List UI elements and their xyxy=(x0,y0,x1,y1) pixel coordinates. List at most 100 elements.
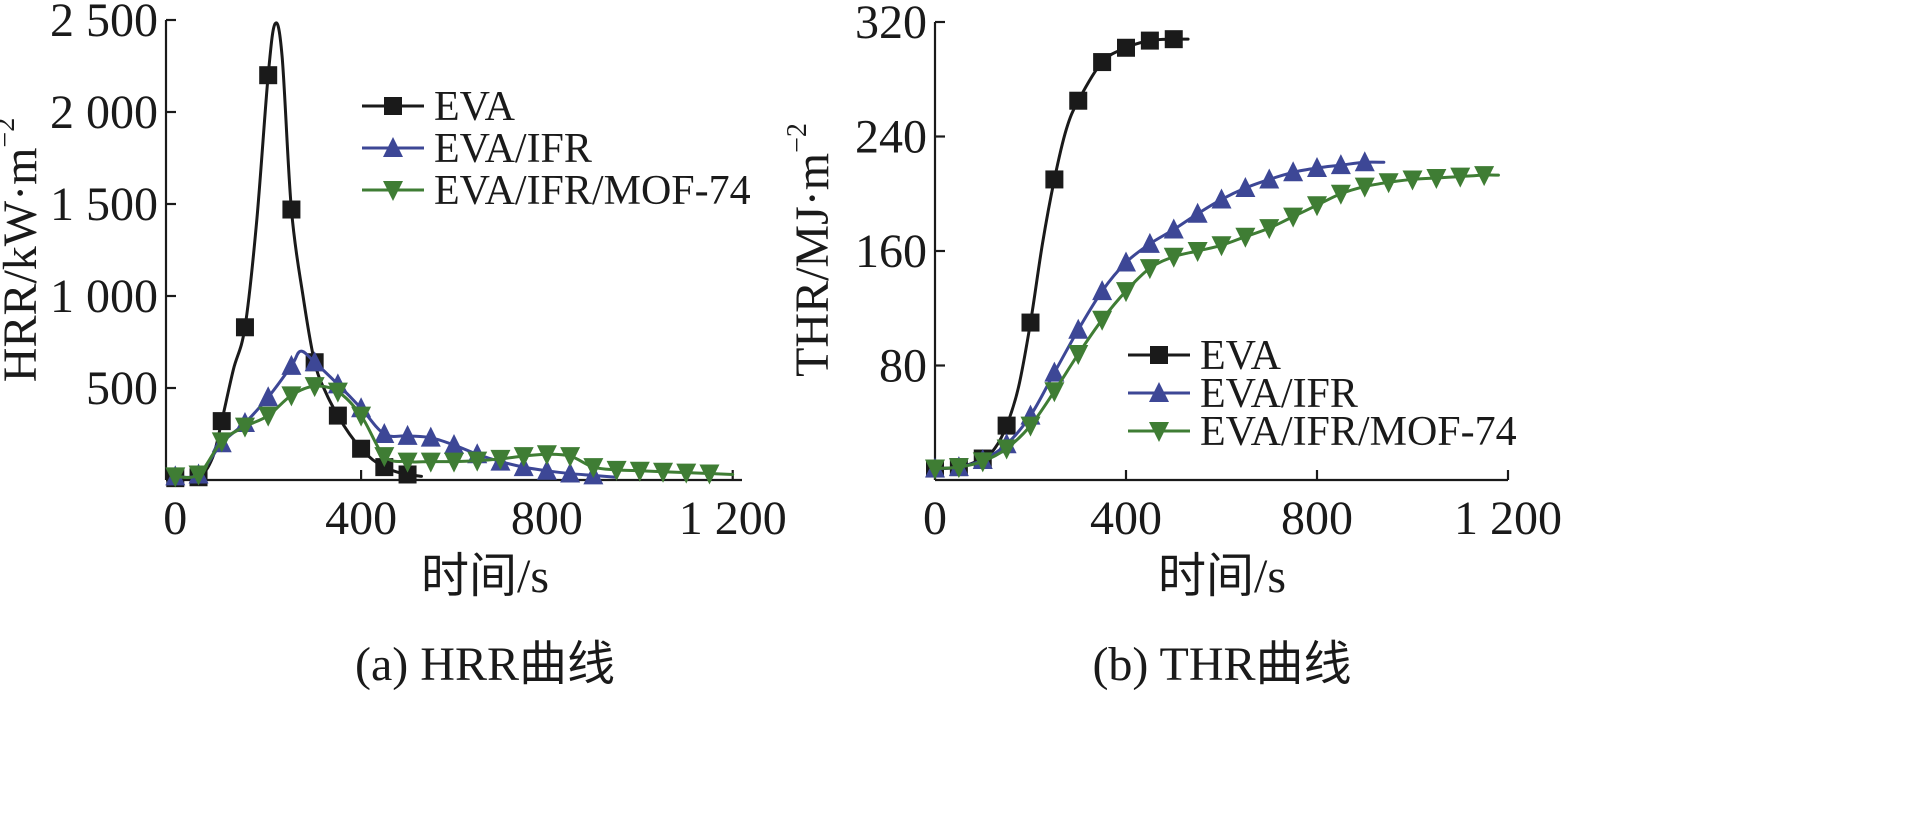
thr-legend-marker xyxy=(1149,382,1169,402)
thr-point-eva-ifr-mof-74 xyxy=(1330,184,1351,205)
hrr-legend-label: EVA/IFR xyxy=(434,126,592,172)
hrr-point-eva-ifr xyxy=(420,426,441,447)
hrr-x-tick-label: 1 200 xyxy=(679,492,787,545)
hrr-point-eva-ifr-mof-74 xyxy=(629,461,650,482)
thr-y-tick-label: 320 xyxy=(855,0,927,49)
hrr-point-eva-ifr-mof-74 xyxy=(699,464,720,485)
thr-x-tick-label: 0 xyxy=(923,492,947,545)
hrr-legend-label: EVA/IFR/MOF-74 xyxy=(434,168,751,214)
hrr-point-eva-ifr xyxy=(560,462,581,483)
thr-legend-label: EVA/IFR xyxy=(1200,371,1358,417)
hrr-y-tick-label: 1 000 xyxy=(50,270,158,323)
thr-y-tick-label: 160 xyxy=(855,225,927,278)
hrr-x-tick-label: 0 xyxy=(163,492,187,545)
hrr-x-axis-title: 时间/s xyxy=(421,550,549,603)
thr-point-eva-ifr-mof-74 xyxy=(1116,282,1136,303)
hrr-point-eva-ifr xyxy=(444,434,464,455)
hrr-point-eva-ifr-mof-74 xyxy=(327,382,348,403)
thr-chart: 0 400 800 1 200 80 160 240 320 EVAEVA/IFREVA/IF… xyxy=(782,0,1562,691)
hrr-point-eva-ifr xyxy=(258,386,279,407)
hrr-x-tick-label: 400 xyxy=(325,492,397,545)
hrr-point-eva-ifr-mof-74 xyxy=(397,452,418,473)
hrr-point-eva-ifr xyxy=(304,351,325,372)
hrr-point-eva-ifr xyxy=(536,459,557,480)
hrr-point-eva-ifr-mof-74 xyxy=(258,406,279,427)
hrr-y-tick-label: 2 500 xyxy=(50,0,158,47)
thr-series-group xyxy=(925,30,1500,480)
thr-point-eva-ifr xyxy=(1139,232,1160,253)
thr-point-eva-ifr xyxy=(1068,318,1089,339)
hrr-point-eva xyxy=(282,200,301,219)
thr-point-eva-ifr xyxy=(1307,156,1327,177)
hrr-point-eva-ifr-mof-74 xyxy=(490,449,511,470)
thr-point-eva-ifr-mof-74 xyxy=(1163,247,1184,268)
thr-point-eva-ifr-mof-74 xyxy=(1235,227,1256,248)
thr-point-eva-ifr xyxy=(1235,177,1256,198)
hrr-point-eva-ifr-mof-74 xyxy=(165,467,186,488)
thr-point-eva-ifr-mof-74 xyxy=(1426,169,1447,190)
hrr-x-tick-label: 800 xyxy=(511,492,583,545)
hrr-legend-marker xyxy=(383,181,403,201)
thr-legend-marker xyxy=(1150,346,1168,364)
thr-point-eva-ifr-mof-74 xyxy=(1378,173,1399,194)
thr-point-eva-ifr-mof-74 xyxy=(1187,242,1208,262)
hrr-legend-marker xyxy=(383,137,403,157)
thr-point-eva xyxy=(1117,38,1135,57)
hrr-axes: 0 400 800 1 200 500 1 000 1 500 2 000 2 500 xyxy=(50,0,787,545)
hrr-point-eva-ifr-mof-74 xyxy=(420,452,441,473)
thr-point-eva-ifr-mof-74 xyxy=(1450,167,1471,188)
thr-point-eva xyxy=(997,416,1016,435)
hrr-point-eva-ifr-mof-74 xyxy=(444,452,464,473)
thr-point-eva-ifr xyxy=(1259,168,1280,189)
hrr-y-tick-label: 2 000 xyxy=(50,86,158,139)
hrr-point-eva-ifr-mof-74 xyxy=(560,447,581,468)
thr-point-eva-ifr xyxy=(1354,151,1375,172)
thr-point-eva-ifr-mof-74 xyxy=(1068,345,1089,366)
thr-legend-label: EVA/IFR/MOF-74 xyxy=(1200,409,1517,455)
thr-point-eva xyxy=(1093,53,1112,72)
thr-point-eva-ifr xyxy=(1330,154,1351,175)
hrr-point-eva-ifr-mof-74 xyxy=(281,386,302,407)
thr-point-eva-ifr-mof-74 xyxy=(1020,416,1041,437)
thr-point-eva-ifr-mof-74 xyxy=(1211,236,1232,257)
hrr-point-eva xyxy=(235,318,254,337)
thr-point-eva xyxy=(1045,170,1064,189)
hrr-point-eva-ifr-mof-74 xyxy=(606,460,627,481)
thr-point-eva-ifr-mof-74 xyxy=(1283,207,1304,228)
thr-point-eva-ifr xyxy=(1283,161,1304,182)
thr-point-eva-ifr-mof-74 xyxy=(1307,196,1327,217)
hrr-series-line-eva xyxy=(173,21,423,481)
hrr-point-eva-ifr xyxy=(281,354,302,375)
thr-y-tick-label: 240 xyxy=(855,111,927,164)
thr-x-tick-label: 400 xyxy=(1090,492,1162,545)
hrr-series-group xyxy=(165,21,735,488)
thr-x-axis-title: 时间/s xyxy=(1158,550,1286,603)
thr-point-eva xyxy=(1021,313,1040,332)
thr-caption: (b) THR曲线 xyxy=(1092,638,1351,691)
hrr-point-eva-ifr-mof-74 xyxy=(583,458,604,479)
thr-point-eva xyxy=(1069,91,1088,110)
hrr-point-eva-ifr-mof-74 xyxy=(676,463,697,484)
thr-point-eva xyxy=(1164,30,1183,49)
thr-point-eva-ifr-mof-74 xyxy=(1354,177,1375,198)
hrr-point-eva-ifr-mof-74 xyxy=(304,377,325,398)
thr-point-eva-ifr xyxy=(1092,280,1113,301)
hrr-point-eva xyxy=(328,406,347,425)
thr-legend-label: EVA xyxy=(1200,333,1282,379)
thr-point-eva-ifr-mof-74 xyxy=(948,458,969,479)
hrr-point-eva-ifr-mof-74 xyxy=(653,462,674,483)
hrr-legend-label: EVA xyxy=(434,84,516,130)
hrr-legend-marker xyxy=(384,97,402,115)
thr-point-eva-ifr-mof-74 xyxy=(1044,382,1065,403)
thr-y-axis-title-text: THR/MJ·m xyxy=(786,153,839,377)
thr-y-tick-label: 80 xyxy=(879,340,927,393)
hrr-point-eva xyxy=(398,465,417,484)
thr-point-eva-ifr-mof-74 xyxy=(1402,170,1423,191)
hrr-point-eva-ifr-mof-74 xyxy=(351,406,372,427)
thr-point-eva xyxy=(1140,31,1159,50)
thr-point-eva-ifr xyxy=(1044,361,1065,382)
thr-point-eva-ifr xyxy=(1187,202,1208,223)
